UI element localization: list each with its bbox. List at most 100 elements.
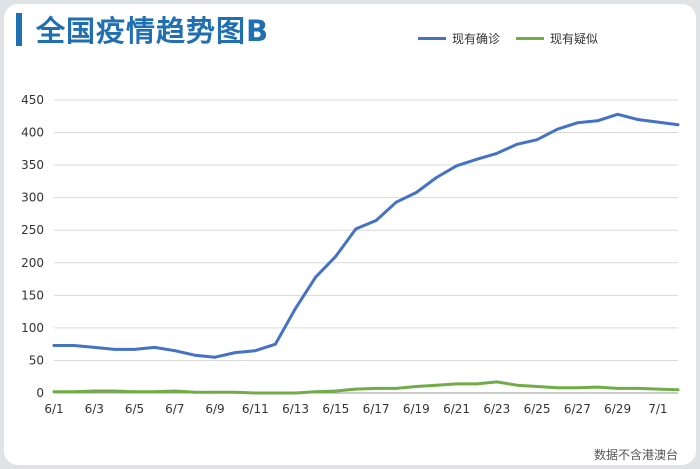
data-point-confirmed [153, 346, 157, 349]
data-point-confirmed [213, 355, 217, 359]
data-point-suspected [555, 386, 559, 390]
data-point-confirmed [92, 346, 96, 349]
x-tick-label: 6/9 [205, 402, 224, 416]
data-point-suspected [274, 391, 277, 395]
x-tick-label: 6/3 [85, 402, 104, 416]
x-tick-label: 6/27 [564, 402, 591, 416]
data-point-suspected [394, 387, 398, 390]
data-point-confirmed [495, 151, 499, 155]
y-tick-label: 400 [21, 126, 44, 140]
data-point-confirmed [475, 157, 479, 161]
series-line-confirmed [52, 112, 680, 359]
data-point-suspected [535, 385, 539, 388]
data-point-suspected [596, 385, 599, 389]
data-point-suspected [334, 389, 338, 393]
y-tick-label: 200 [21, 256, 44, 270]
data-point-confirmed [656, 120, 660, 124]
y-tick-label: 50 [29, 353, 44, 367]
x-tick-label: 6/25 [524, 402, 551, 416]
legend-label-confirmed: 现有确诊 [452, 32, 501, 46]
data-point-suspected [133, 390, 136, 394]
y-tick-label: 150 [21, 288, 44, 302]
data-point-suspected [374, 387, 378, 390]
x-tick-label: 6/29 [604, 402, 631, 416]
data-point-suspected [112, 389, 116, 393]
data-point-confirmed [253, 349, 257, 353]
y-tick-label: 300 [21, 191, 44, 205]
data-point-suspected [52, 390, 56, 394]
data-point-confirmed [596, 119, 599, 123]
data-point-confirmed [193, 353, 197, 357]
data-point-suspected [253, 391, 257, 395]
data-point-suspected [616, 387, 620, 390]
data-point-confirmed [555, 127, 559, 131]
y-tick-label: 350 [21, 158, 44, 172]
x-tick-label: 6/19 [403, 402, 430, 416]
data-point-suspected [455, 382, 458, 386]
data-point-suspected [495, 380, 499, 384]
x-tick-label: 6/15 [322, 402, 349, 416]
legend-item-confirmed: 现有确诊 [418, 30, 500, 47]
data-point-suspected [676, 388, 680, 392]
data-point-confirmed [535, 138, 539, 142]
x-tick-label: 6/5 [125, 402, 144, 416]
data-point-confirmed [133, 347, 136, 351]
data-point-confirmed [354, 227, 358, 231]
data-point-confirmed [435, 176, 438, 179]
y-tick-label: 100 [21, 321, 44, 335]
data-point-suspected [294, 391, 297, 395]
x-tick-label: 6/21 [443, 402, 470, 416]
data-point-suspected [656, 387, 660, 391]
data-point-confirmed [334, 254, 338, 258]
data-point-suspected [153, 390, 157, 394]
data-point-suspected [414, 385, 418, 388]
legend-item-suspected: 现有疑似 [516, 30, 598, 47]
data-point-confirmed [233, 351, 237, 355]
data-point-suspected [173, 389, 177, 393]
x-tick-label: 6/17 [363, 402, 390, 416]
footnote: 数据不含港澳台 [593, 448, 678, 462]
data-point-confirmed [515, 142, 519, 146]
data-point-confirmed [575, 121, 579, 125]
legend-swatch-suspected [516, 37, 544, 40]
series-line-suspected [52, 380, 680, 395]
data-point-confirmed [374, 219, 378, 222]
legend-label-suspected: 现有疑似 [550, 32, 599, 46]
data-point-confirmed [173, 349, 177, 353]
x-tick-label: 7/1 [648, 402, 667, 416]
x-tick-label: 6/11 [242, 402, 269, 416]
data-point-suspected [435, 383, 438, 387]
chart-title: 全国疫情趋势图B [36, 14, 270, 48]
data-point-confirmed [72, 344, 76, 347]
data-point-suspected [636, 387, 640, 390]
data-point-confirmed [294, 306, 297, 310]
data-point-suspected [193, 390, 197, 394]
data-point-suspected [475, 382, 479, 386]
x-tick-label: 6/1 [44, 402, 63, 416]
data-point-suspected [575, 386, 579, 390]
data-point-confirmed [314, 275, 318, 279]
x-tick-label: 6/13 [282, 402, 309, 416]
title-accent-bar [16, 13, 22, 46]
data-point-confirmed [414, 191, 418, 194]
y-tick-label: 450 [21, 93, 44, 107]
y-tick-label: 250 [21, 223, 44, 237]
x-tick-label: 6/23 [483, 402, 510, 416]
data-point-confirmed [616, 112, 620, 116]
data-point-suspected [92, 389, 96, 393]
data-point-suspected [354, 387, 358, 391]
data-point-suspected [515, 383, 519, 387]
data-point-suspected [233, 390, 237, 394]
data-point-confirmed [636, 118, 640, 121]
data-point-confirmed [52, 344, 56, 347]
data-point-suspected [314, 390, 318, 394]
data-point-confirmed [112, 347, 116, 351]
data-point-confirmed [455, 164, 458, 168]
x-tick-label: 6/7 [165, 402, 184, 416]
data-point-confirmed [394, 200, 398, 204]
data-point-confirmed [676, 123, 680, 127]
data-point-confirmed [274, 342, 277, 346]
y-tick-label: 0 [36, 386, 44, 400]
legend-swatch-confirmed [418, 37, 446, 40]
